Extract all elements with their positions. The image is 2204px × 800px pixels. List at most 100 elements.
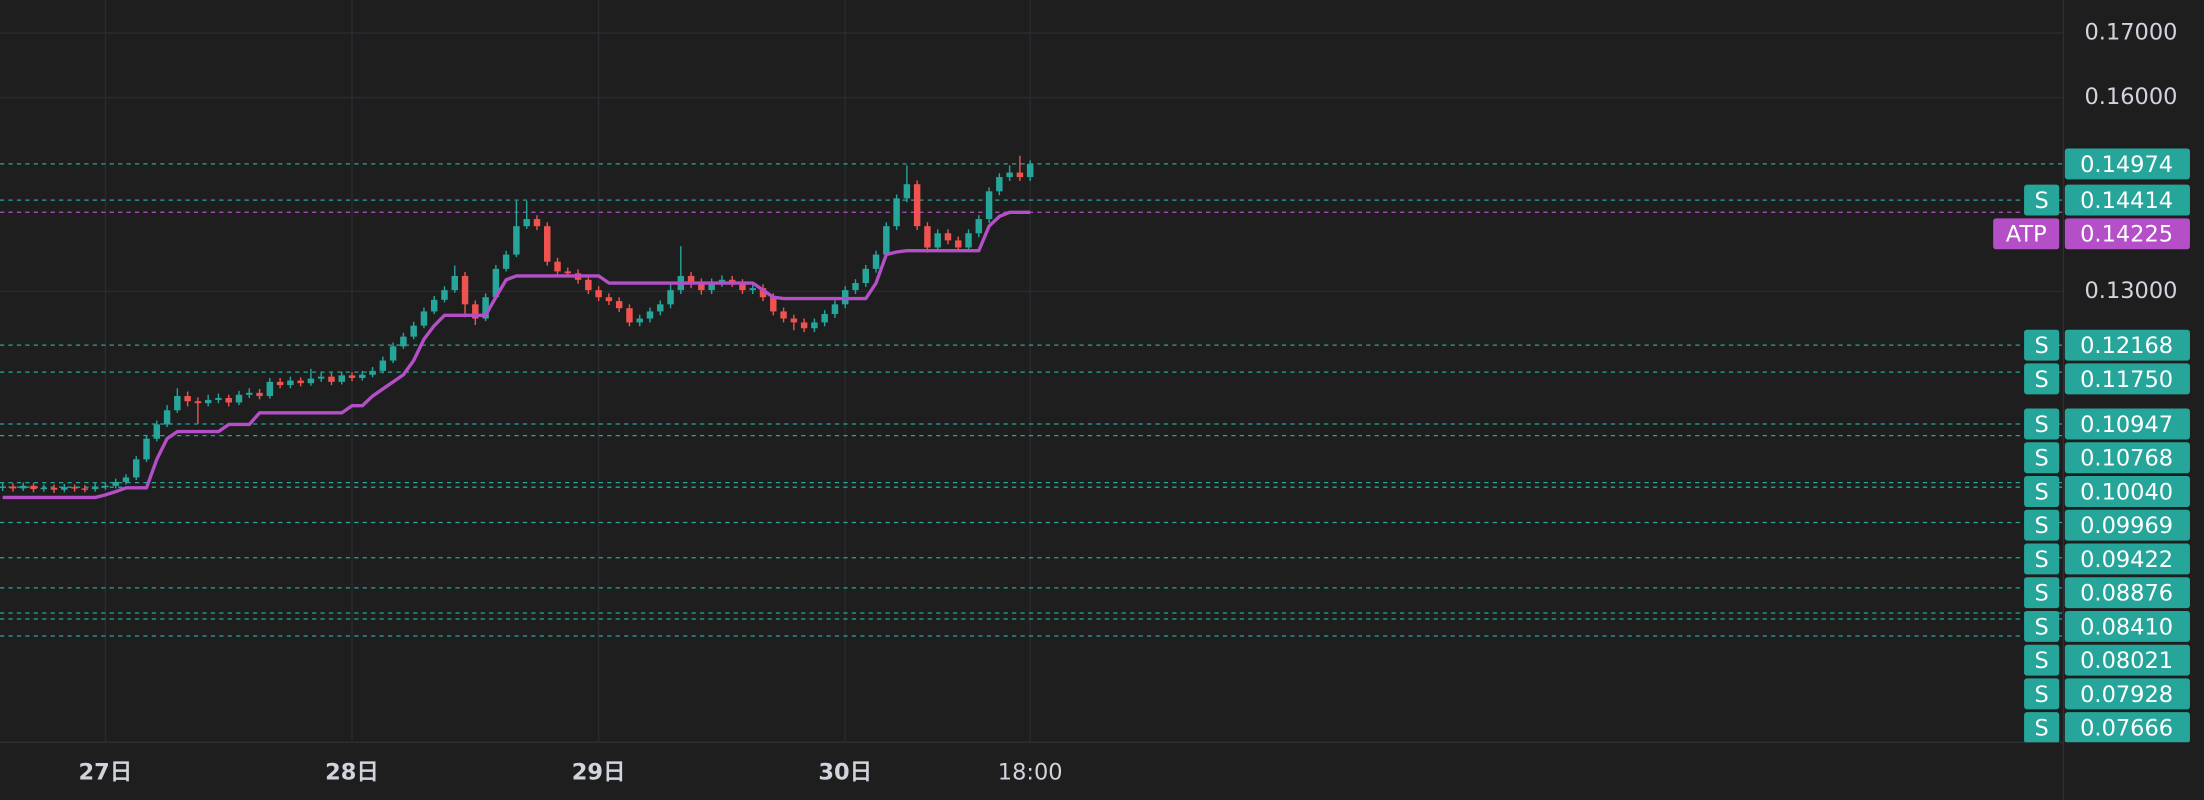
series-tag-label: S (2035, 716, 2049, 742)
candle-body (451, 275, 459, 291)
candle-body (872, 254, 880, 269)
series-tag-box (2024, 442, 2060, 474)
candle-body (934, 233, 941, 248)
series-tag-box (2024, 712, 2060, 743)
price-tag-box (2064, 408, 2190, 440)
series-tag-label: S (2035, 682, 2049, 708)
series-tag-box (2024, 644, 2060, 676)
candle-body (698, 283, 705, 291)
candle-body (667, 290, 674, 305)
candle-body (348, 375, 356, 378)
candle-body (163, 410, 171, 425)
candle-body (153, 424, 161, 439)
candle-body (913, 184, 921, 227)
price-tag-box (2064, 218, 2190, 250)
candle-body (924, 226, 931, 248)
x-tick-label: 18:00 (998, 760, 1063, 786)
candle-body (266, 381, 274, 397)
candle-body (749, 288, 756, 291)
candle-body (225, 397, 232, 403)
candle-body (687, 275, 695, 284)
candle-body (626, 308, 633, 323)
candle-body (410, 325, 417, 337)
candle-body (831, 304, 839, 315)
candle-body (811, 322, 818, 329)
candle-body (605, 297, 613, 302)
candle-body (0, 486, 6, 488)
candle-body (317, 376, 325, 379)
price-axis: 0.17000 0.16000 0.13000 (2085, 20, 2178, 304)
candle-body (287, 380, 294, 386)
candle-body (790, 318, 798, 323)
y-tick-label: 0.16000 (2085, 84, 2178, 110)
candle-body (770, 297, 777, 312)
candle-body (379, 360, 387, 371)
candle-body (194, 401, 202, 404)
candle-body (985, 191, 993, 220)
series-tag-label: S (2035, 614, 2049, 640)
series-tag-box (2024, 509, 2060, 541)
candle-body (420, 311, 428, 326)
candle-body (996, 177, 1003, 192)
candle-body (533, 219, 541, 227)
price-tag-box (2064, 712, 2190, 743)
series-tag-box (2024, 408, 2060, 440)
series-tag-label: S (2035, 367, 2049, 393)
series-tag-label: S (2035, 479, 2049, 505)
price-tag-box (2064, 644, 2190, 676)
candle-body (1026, 163, 1034, 178)
candle-body (472, 304, 479, 319)
series-tag-box (2024, 329, 2060, 361)
series-tag-label: S (2035, 547, 2049, 573)
candle-body (554, 261, 561, 272)
series-tag-box (1993, 218, 2060, 250)
series-tag-label: S (2035, 412, 2049, 438)
candle-body (441, 290, 448, 300)
candle-body (1016, 172, 1024, 178)
candle-body (174, 396, 181, 411)
candle-body (944, 233, 952, 241)
x-tick-label: 30日 (818, 760, 872, 786)
candle-body (40, 487, 48, 490)
candle-body (143, 438, 150, 460)
x-tick-label: 27日 (79, 760, 133, 786)
candle-body (955, 240, 962, 248)
price-tag-label: 0.08021 (2080, 648, 2173, 674)
price-tag-box (2064, 610, 2190, 642)
candle-body (307, 378, 315, 384)
candle-body (338, 375, 345, 382)
candle-body (502, 254, 510, 269)
candle-body (91, 486, 99, 490)
price-tag-label: 0.11750 (2080, 367, 2173, 393)
series-tag-box (2024, 678, 2060, 710)
candle-body (585, 279, 592, 291)
candle-body (544, 226, 551, 262)
candle-body (513, 226, 520, 255)
candle-body (389, 346, 397, 361)
candle-body (759, 288, 767, 298)
candle-body (235, 394, 243, 403)
candle-body (615, 301, 623, 309)
candle-body (328, 376, 335, 382)
price-tag-label: 0.07666 (2080, 716, 2173, 742)
candle-body (564, 271, 572, 274)
price-tag-box (2064, 543, 2190, 575)
candle-body (893, 198, 900, 227)
candle-body (400, 336, 407, 347)
candle-body (975, 219, 983, 234)
candle-body (646, 311, 654, 319)
price-tag-box (2064, 509, 2190, 541)
grid (0, 0, 2064, 743)
candle-body (276, 381, 284, 386)
candle-body (862, 268, 870, 284)
price-tag-label: 0.10768 (2080, 446, 2173, 472)
candle-body (492, 268, 500, 298)
candle-body (430, 299, 438, 312)
series-tag-label: ATP (2006, 222, 2047, 248)
candle-body (204, 399, 212, 404)
series-tag-label: S (2035, 513, 2049, 539)
candle-body (800, 322, 808, 329)
